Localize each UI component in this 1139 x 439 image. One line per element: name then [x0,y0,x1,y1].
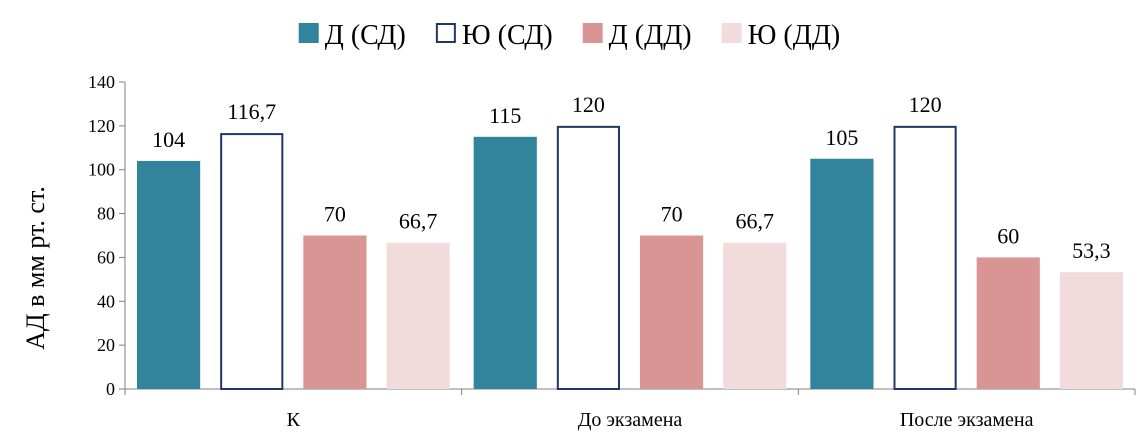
bar [556,125,620,390]
legend-swatch [721,23,742,43]
bar-value-label: 104 [152,127,185,152]
y-tick-label: 120 [88,116,115,136]
y-tick-label: 40 [97,291,115,311]
y-tick-label: 20 [97,335,115,355]
legend-label: Д (ДД) [609,20,692,51]
bar [723,242,787,389]
value-labels: 104 115 105 116,7 120 120 70 70 60 66,7 66,7 53,3 [152,92,1111,263]
legend-label: Ю (СД) [462,20,553,51]
y-tick-label: 0 [106,379,115,399]
bar [810,158,874,389]
bar [303,235,367,389]
y-axis-label: АД в мм рт. ст. [21,186,50,350]
y-tick-label: 140 [88,72,115,92]
y-tick-label: 80 [97,204,115,224]
y-tick-label: 60 [97,247,115,267]
y-tick-label: 100 [88,160,115,180]
bar-value-label: 70 [324,202,346,227]
legend-swatch [298,23,319,43]
bar-value-label: 66,7 [399,209,438,234]
bar-value-label: 116,7 [227,99,276,124]
bars [137,125,1123,390]
bar-value-label: 66,7 [736,209,775,234]
x-category-label: После экзамена [900,409,1034,431]
bar-value-label: 105 [825,125,858,150]
legend: Д (СД) Ю (СД) Д (ДД) Ю (ДД) [298,20,841,51]
x-category-label: До экзамена [578,409,683,431]
bar [220,133,284,390]
bar [386,242,450,389]
bar [893,125,957,390]
y-axis: 0 20 40 60 80 100 120 140 [88,72,126,399]
bar [976,257,1040,389]
bar [1059,272,1123,389]
legend-swatch [435,23,456,43]
legend-label: Д (СД) [325,20,406,51]
x-category-label: К [287,409,301,431]
bar-value-label: 70 [661,202,683,227]
bar [137,160,201,389]
bar [473,136,537,389]
bar-value-label: 53,3 [1072,238,1111,263]
bar [640,235,704,389]
legend-swatch [582,23,603,43]
bar-value-label: 120 [909,92,942,117]
legend-label: Ю (ДД) [748,20,841,51]
x-axis: К До экзамена После экзамена [124,388,1136,431]
bar-value-label: 60 [997,223,1019,248]
bar-value-label: 120 [572,92,605,117]
bar-value-label: 115 [489,103,521,128]
